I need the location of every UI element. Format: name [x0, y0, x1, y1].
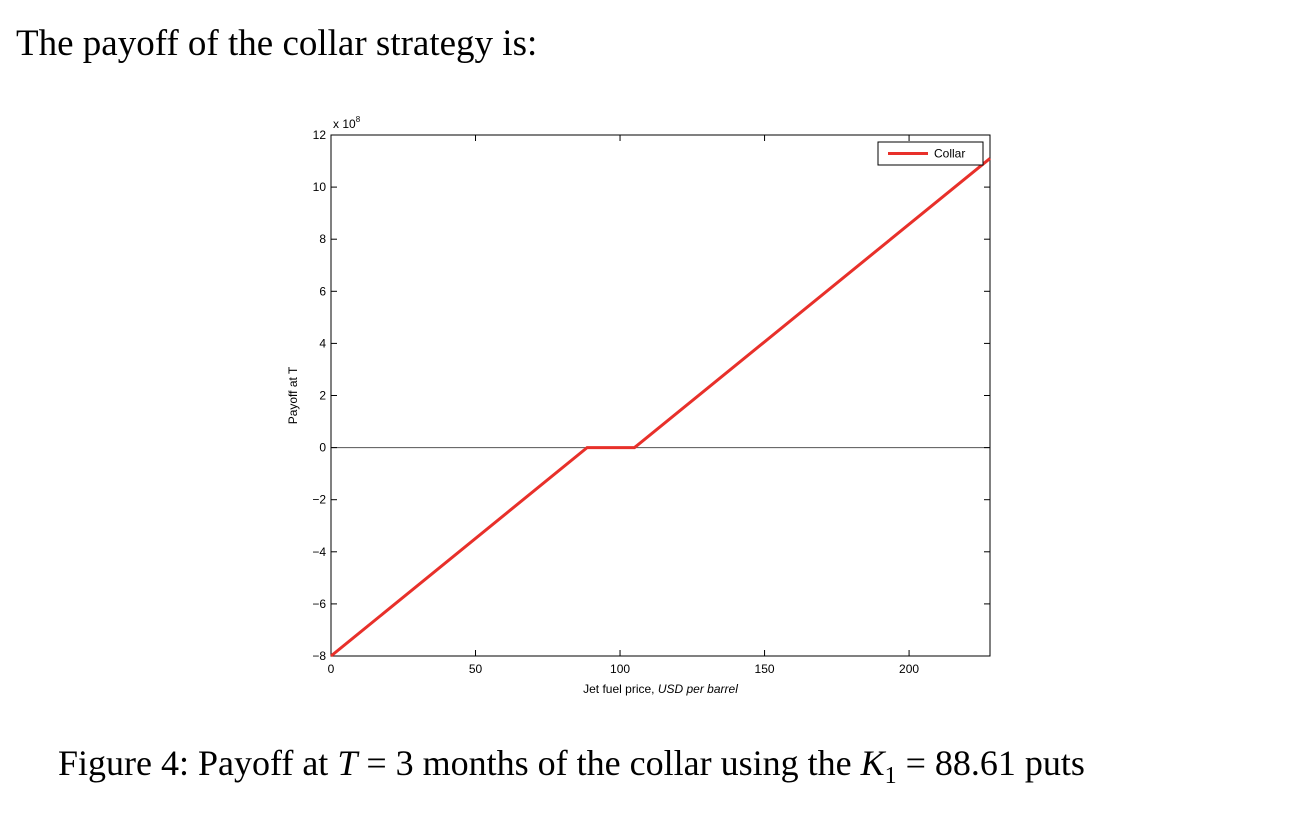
x-tick-label: 0	[328, 662, 335, 676]
legend-label: Collar	[934, 147, 965, 161]
y-axis-label: Payoff at T	[286, 366, 300, 424]
series-line-collar	[330, 157, 991, 658]
caption-prefix: Figure 4: Payoff at	[58, 743, 338, 783]
y-tick-label: 12	[313, 128, 327, 142]
plot-frame	[330, 134, 991, 657]
figure-caption: Figure 4: Payoff at T = 3 months of the …	[58, 742, 1085, 790]
x-tick-label: 200	[899, 662, 919, 676]
y-tick-label: 10	[313, 180, 327, 194]
y-tick-label: −6	[312, 597, 326, 611]
legend-box	[877, 141, 984, 166]
y-tick-label: −2	[312, 493, 326, 507]
intro-text: The payoff of the collar strategy is:	[16, 23, 538, 64]
y-multiplier-label: x 108	[333, 115, 361, 131]
caption-k-symbol: K	[860, 743, 885, 783]
x-axis-label: Jet fuel price, USD per barrel	[583, 682, 738, 696]
y-tick-label: 4	[319, 336, 326, 350]
y-multiplier-exponent: 8	[356, 115, 361, 124]
x-axis-label-units: USD per barrel	[658, 682, 738, 696]
caption-k-eq: = 88.61 puts	[896, 743, 1085, 783]
caption-t-eq: = 3 months of the collar using the	[357, 743, 861, 783]
y-tick-label: 8	[319, 232, 326, 246]
y-tick-label: 2	[319, 389, 326, 403]
y-tick-label: −4	[312, 545, 326, 559]
y-tick-label: 0	[319, 441, 326, 455]
caption-t-symbol: T	[337, 743, 358, 783]
caption-k-sub: 1	[884, 763, 897, 790]
x-tick-label: 100	[610, 662, 630, 676]
y-tick-label: 6	[319, 284, 326, 298]
x-tick-label: 50	[469, 662, 483, 676]
x-tick-label: 150	[755, 662, 775, 676]
y-tick-label: −8	[312, 649, 326, 663]
